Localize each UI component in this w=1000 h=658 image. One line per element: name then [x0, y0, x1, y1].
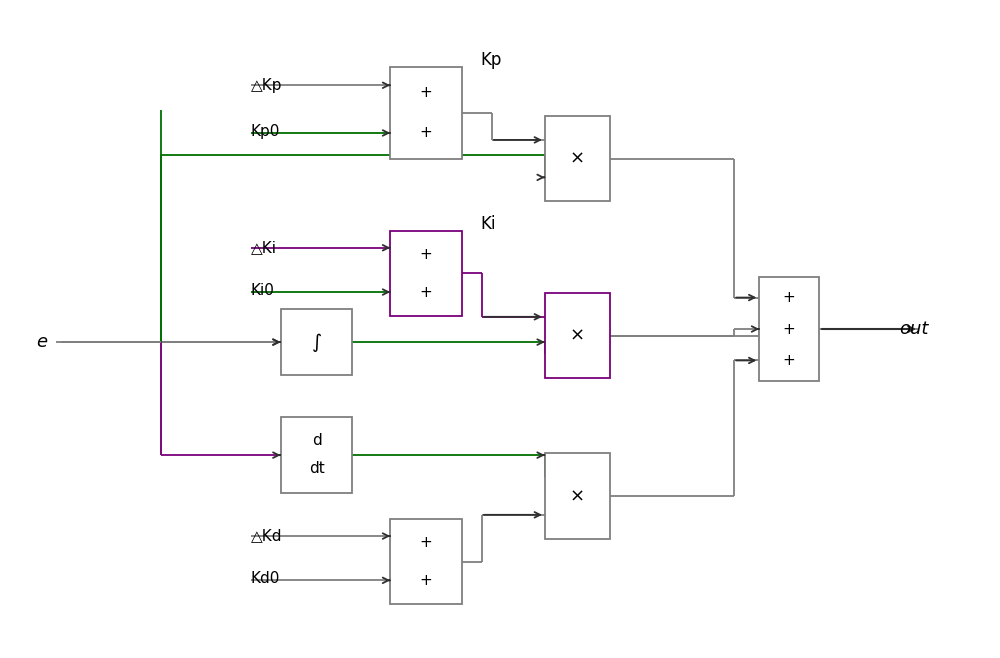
Text: △Ki: △Ki: [251, 240, 277, 255]
Text: Ki: Ki: [480, 215, 496, 233]
Text: ×: ×: [570, 326, 585, 345]
Text: Kp0: Kp0: [251, 124, 280, 139]
Bar: [390, 231, 462, 316]
Bar: [281, 309, 352, 375]
Text: d: d: [312, 433, 321, 448]
Text: ∫: ∫: [311, 332, 322, 351]
Text: △Kd: △Kd: [251, 528, 282, 544]
Text: +: +: [420, 284, 433, 299]
Text: +: +: [420, 247, 433, 262]
Text: out: out: [899, 320, 928, 338]
Text: +: +: [420, 573, 433, 588]
Text: +: +: [783, 290, 796, 305]
Text: ×: ×: [570, 487, 585, 505]
Bar: [281, 417, 352, 493]
Text: Kp: Kp: [480, 51, 501, 69]
Text: Ki0: Ki0: [251, 283, 275, 298]
Text: dt: dt: [309, 461, 324, 476]
Bar: [545, 453, 610, 539]
Text: +: +: [420, 126, 433, 140]
Bar: [545, 293, 610, 378]
Text: Kd0: Kd0: [251, 571, 280, 586]
Text: △Kp: △Kp: [251, 78, 282, 93]
Text: +: +: [420, 85, 433, 100]
Bar: [390, 519, 462, 604]
Bar: [390, 67, 462, 159]
Text: +: +: [783, 353, 796, 368]
Bar: [759, 276, 819, 382]
Bar: [545, 116, 610, 201]
Text: ×: ×: [570, 149, 585, 168]
Text: +: +: [420, 536, 433, 550]
Text: e: e: [36, 333, 47, 351]
Text: +: +: [783, 322, 796, 336]
